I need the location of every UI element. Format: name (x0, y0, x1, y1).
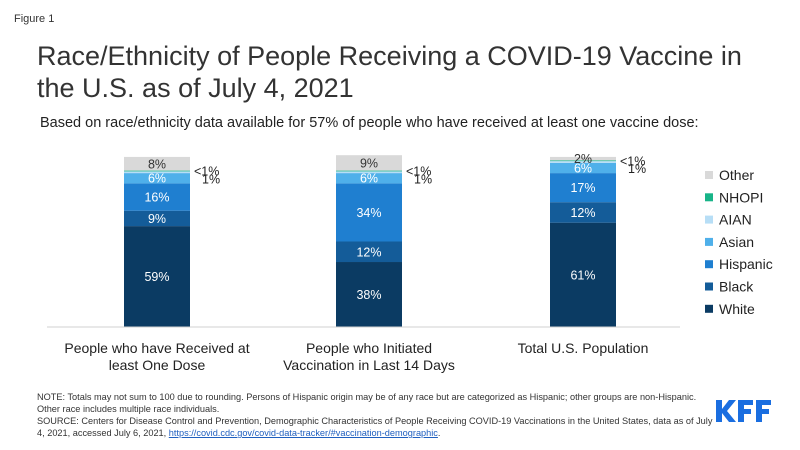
legend-swatch-black (705, 282, 713, 291)
legend-label-aian: AIAN (719, 212, 752, 228)
label-other: 9% (360, 156, 378, 170)
chart-subtitle: Based on race/ethnicity data available f… (40, 115, 699, 131)
bar-segment-black (124, 210, 190, 227)
label-white: 59% (144, 270, 169, 284)
bar-segment-aian (336, 171, 402, 174)
category-label: People who Initiated (306, 340, 432, 356)
label-asian: 6% (148, 172, 166, 186)
bar-segment-black (550, 202, 616, 223)
label-hispanic: 16% (144, 191, 169, 205)
category-label: least One Dose (109, 357, 206, 373)
legend-swatch-other (705, 171, 713, 179)
bar-segment-hispanic (550, 173, 616, 203)
legend-swatch-white (705, 304, 713, 313)
source-body: SOURCE: Centers for Disease Control and … (37, 416, 713, 438)
label-white: 61% (570, 268, 595, 282)
bar-segment-nhopi (550, 160, 616, 162)
label-other: 8% (148, 157, 166, 171)
bar-segment-aian (550, 161, 616, 163)
category-label: People who have Received at (64, 340, 249, 356)
label-black: 12% (356, 245, 381, 259)
label-aian: 1% (202, 172, 220, 186)
label-asian: 6% (574, 161, 592, 175)
kff-logo (716, 400, 771, 422)
label-aian: 1% (628, 162, 646, 176)
label-asian: 6% (360, 172, 378, 186)
figure-label: Figure 1 (14, 13, 55, 25)
legend-swatch-hispanic (705, 260, 713, 269)
bar-segment-white (124, 226, 190, 327)
stacked-bar-chart: 59%9%16%6% 1%<1%8%People who have Receive… (47, 152, 773, 373)
legend-label-nhopi: NHOPI (719, 189, 763, 205)
label-aian: 1% (414, 172, 432, 186)
bar-segment-asian (550, 162, 616, 174)
legend-label-other: Other (719, 167, 754, 183)
category-label: Vaccination in Last 14 Days (283, 357, 455, 373)
label-black: 9% (148, 212, 166, 226)
legend-swatch-nhopi (705, 193, 713, 202)
bar-segment-nhopi (336, 170, 402, 172)
label-black: 12% (570, 206, 595, 220)
legend-label-hispanic: Hispanic (719, 256, 773, 272)
bar-segment-asian (336, 173, 402, 184)
bar-segment-hispanic (124, 183, 190, 211)
legend-label-black: Black (719, 279, 754, 295)
label-other: 2% (574, 152, 592, 166)
bar-segment-other (124, 156, 190, 171)
label-nhopi: <1% (406, 165, 431, 179)
legend-swatch-asian (705, 237, 713, 246)
legend-label-white: White (719, 301, 755, 317)
footnote: NOTE: Totals may not sum to 100 due to r… (37, 391, 717, 439)
bar-segment-aian (124, 171, 190, 174)
source-link[interactable]: https://covid.cdc.gov/covid-data-tracker… (168, 428, 438, 438)
label-hispanic: 17% (570, 181, 595, 195)
legend-label-asian: Asian (719, 234, 754, 250)
bar-segment-hispanic (336, 183, 402, 242)
bar-segment-white (550, 222, 616, 327)
legend-swatch-aian (705, 215, 713, 224)
source-end: . (437, 428, 441, 438)
note-text: NOTE: Totals may not sum to 100 due to r… (37, 392, 697, 414)
label-white: 38% (356, 288, 381, 302)
bar-segment-other (336, 155, 402, 171)
chart-title: Race/Ethnicity of People Receiving a COV… (37, 41, 742, 103)
label-hispanic: 34% (356, 206, 381, 220)
bar-segment-black (336, 241, 402, 263)
bar-segment-asian (124, 173, 190, 184)
source-text: SOURCE: Centers for Disease Control and … (37, 415, 717, 439)
label-nhopi: <1% (620, 154, 645, 168)
bar-segment-other (550, 156, 616, 161)
bar-segment-nhopi (124, 170, 190, 172)
category-label: Total U.S. Population (518, 340, 649, 356)
bar-segment-white (336, 262, 402, 327)
label-nhopi: <1% (194, 165, 219, 179)
